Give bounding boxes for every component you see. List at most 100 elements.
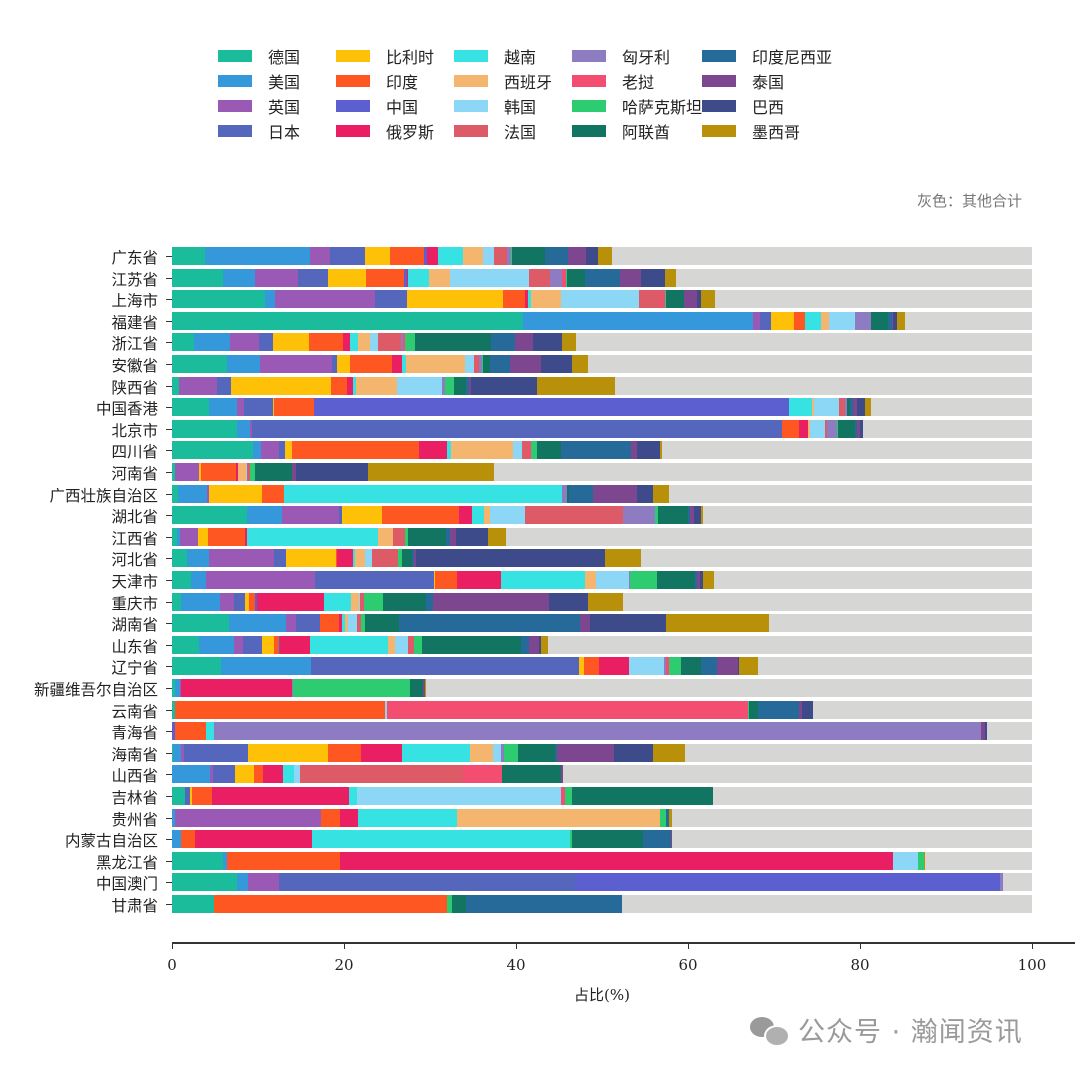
bar-segment xyxy=(198,463,202,481)
legend-item: 墨西哥 xyxy=(702,118,862,143)
y-axis-tick xyxy=(166,601,172,603)
legend-item: 巴西 xyxy=(702,93,862,118)
x-axis-tick-label: 40 xyxy=(506,956,526,974)
bar-segment xyxy=(513,441,522,460)
y-axis-tick xyxy=(166,882,172,884)
bar-segment xyxy=(659,441,663,460)
legend-item: 比利时 xyxy=(336,43,454,68)
bar-segment xyxy=(206,571,315,589)
bar-segment xyxy=(208,484,263,503)
bar-segment xyxy=(174,700,386,719)
bar-segment xyxy=(845,398,848,417)
bar-segment xyxy=(244,398,273,417)
bar-segment xyxy=(413,635,423,654)
bar-segment xyxy=(172,722,176,741)
bar-segment xyxy=(407,527,447,546)
bar-segment xyxy=(208,527,246,546)
y-axis-label: 江西省 xyxy=(111,529,158,548)
bar-segment xyxy=(361,614,366,633)
bar-segment xyxy=(327,743,362,762)
bar-segment xyxy=(235,463,239,481)
legend-label: 越南 xyxy=(504,47,537,67)
legend-label: 泰国 xyxy=(752,72,785,92)
bar-segment xyxy=(222,851,228,870)
y-axis-label: 黑龙江省 xyxy=(95,853,158,872)
bar-segment xyxy=(344,614,349,633)
bar-segment xyxy=(181,743,185,762)
bar-segment xyxy=(172,441,253,460)
bar-row xyxy=(172,484,1032,503)
bar-segment xyxy=(619,268,642,287)
bar-segment xyxy=(184,743,248,762)
bar-segment xyxy=(571,830,644,849)
bar-segment xyxy=(405,527,408,546)
bar-segment xyxy=(643,830,671,849)
bar-row xyxy=(172,700,1032,719)
bar-segment xyxy=(214,895,448,913)
bar-segment xyxy=(336,549,338,568)
bar-segment xyxy=(411,549,415,568)
y-axis-tick xyxy=(166,450,172,452)
bar-segment xyxy=(837,419,855,438)
bar-segment xyxy=(385,700,387,719)
bar-segment xyxy=(172,290,265,309)
bar-row xyxy=(172,527,1032,546)
bar-segment xyxy=(781,419,799,438)
bar-segment xyxy=(665,657,670,676)
bar-segment xyxy=(211,787,350,805)
bar-segment xyxy=(172,527,178,546)
bar-segment xyxy=(683,290,698,309)
legend-label: 韩国 xyxy=(504,97,537,117)
bar-segment xyxy=(282,765,295,784)
bar-segment xyxy=(179,527,198,546)
legend-label: 西班牙 xyxy=(504,72,553,92)
bar-segment xyxy=(222,268,256,287)
legend-swatch xyxy=(454,99,488,112)
bar-row xyxy=(172,679,1032,697)
bar-segment xyxy=(604,549,642,568)
y-axis-label: 浙江省 xyxy=(111,335,158,354)
bar-segment xyxy=(300,765,463,784)
legend-swatch xyxy=(218,124,252,137)
bar-segment xyxy=(566,484,570,503)
bar-segment xyxy=(669,808,672,827)
y-axis-label: 新疆维吾尔自治区 xyxy=(33,681,158,699)
legend-swatch xyxy=(336,124,370,137)
legend-item: 美国 xyxy=(218,68,336,93)
bar-segment xyxy=(655,506,658,525)
bar-segment xyxy=(330,247,365,265)
bar-segment xyxy=(423,247,427,265)
bar-segment xyxy=(509,355,541,373)
bar-segment xyxy=(251,419,782,438)
legend-swatch xyxy=(572,124,606,137)
bar-segment xyxy=(857,419,860,438)
bar-segment xyxy=(664,290,666,309)
bar-segment xyxy=(285,614,296,633)
bar-segment xyxy=(445,376,454,395)
bar-segment xyxy=(471,376,538,395)
bar-segment xyxy=(693,506,701,525)
bar-segment xyxy=(285,441,292,460)
bar-segment xyxy=(749,700,758,719)
legend-item: 阿联酋 xyxy=(572,118,702,143)
bar-segment xyxy=(275,290,375,309)
bar-segment xyxy=(510,247,513,265)
bar-row xyxy=(172,355,1032,373)
bar-segment xyxy=(857,398,866,417)
bar-row xyxy=(172,571,1032,589)
bar-segment xyxy=(517,743,556,762)
y-axis-label: 青海省 xyxy=(111,724,158,743)
y-axis-label: 陕西省 xyxy=(111,378,158,397)
bar-segment xyxy=(527,441,531,460)
bar-segment xyxy=(462,247,484,265)
bar-segment xyxy=(283,484,562,503)
y-axis-label: 中国香港 xyxy=(95,400,158,419)
y-axis-tick xyxy=(166,860,172,862)
bar-segment xyxy=(550,268,563,287)
legend-label: 美国 xyxy=(268,72,301,92)
bar-segment xyxy=(528,290,532,309)
bar-segment xyxy=(839,398,846,417)
bar-segment xyxy=(599,657,630,676)
bar-segment xyxy=(178,376,217,395)
bar-segment xyxy=(528,635,540,654)
